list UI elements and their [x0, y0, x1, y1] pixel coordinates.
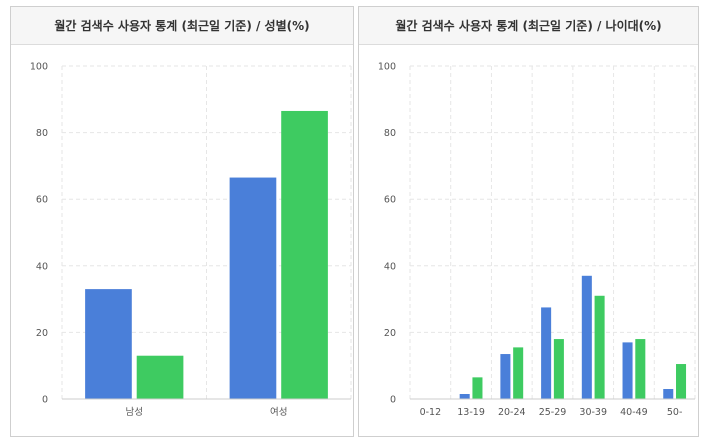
- age-y-tick-label: 60: [384, 195, 396, 206]
- gender-chart-panel: 월간 검색수 사용자 통계 (최근일 기준) / 성별(%) 0 20 40 60 80…: [10, 6, 354, 437]
- gender-x-tick-label: 여성: [270, 406, 287, 418]
- gender-chart-title: 월간 검색수 사용자 통계 (최근일 기준) / 성별(%): [11, 7, 353, 45]
- age-bar-13-19-s1[interactable]: [459, 394, 470, 399]
- age-x-tick-label: 0-12: [420, 407, 442, 418]
- gender-x-tick-label: 남성: [126, 407, 143, 418]
- age-bar-40-49-s1[interactable]: [622, 342, 633, 399]
- gender-y-tick-label: 0: [42, 395, 48, 406]
- age-y-tick-label: 100: [378, 62, 396, 73]
- age-x-tick-label: 20-24: [498, 407, 526, 418]
- gender-bar-여성-s1[interactable]: [229, 177, 277, 399]
- age-x-tick-label: 25-29: [539, 407, 567, 418]
- age-y-tick-label: 40: [384, 261, 396, 272]
- age-bar-25-29-s1[interactable]: [541, 307, 552, 399]
- gender-bar-chart: 0 20 40 60 80 100 남성 여성: [30, 62, 352, 418]
- age-y-tick-label: 20: [384, 328, 396, 339]
- age-bar-chart: 0 20 40 60 80 100 0-12 13-19 20-24 25-29 30-39 40-4…: [378, 62, 696, 418]
- gender-y-tick-label: 20: [36, 328, 48, 339]
- age-bar-50--s2[interactable]: [676, 364, 687, 399]
- age-bar-25-29-s2[interactable]: [553, 339, 564, 399]
- age-x-tick-label: 50-: [667, 407, 683, 418]
- age-x-tick-label: 30-39: [579, 407, 607, 418]
- age-bar-20-24-s2[interactable]: [513, 347, 524, 399]
- gender-y-tick-label: 60: [36, 195, 48, 206]
- age-chart-title: 월간 검색수 사용자 통계 (최근일 기준) / 나이대(%): [359, 7, 698, 45]
- age-bar-40-49-s2[interactable]: [635, 339, 646, 399]
- gender-bar-남성-s2[interactable]: [136, 355, 184, 399]
- gender-bar-남성-s1[interactable]: [85, 289, 132, 399]
- age-bar-50--s1[interactable]: [663, 389, 674, 399]
- gender-y-tick-label: 80: [36, 128, 48, 139]
- gender-y-tick-label: 40: [36, 261, 48, 272]
- age-bar-20-24-s1[interactable]: [500, 354, 511, 399]
- age-y-tick-label: 0: [390, 395, 396, 406]
- age-chart-panel: 월간 검색수 사용자 통계 (최근일 기준) / 나이대(%) 0 20 40 60 8…: [358, 6, 699, 437]
- age-x-tick-label: 13-19: [457, 407, 485, 418]
- age-bar-13-19-s2[interactable]: [472, 377, 483, 399]
- gender-y-tick-label: 100: [30, 62, 48, 73]
- gender-bar-여성-s2[interactable]: [281, 110, 328, 399]
- age-bar-30-39-s1[interactable]: [581, 275, 592, 399]
- age-bar-30-39-s2[interactable]: [594, 295, 605, 399]
- age-x-tick-label: 40-49: [620, 407, 648, 418]
- age-y-tick-label: 80: [384, 128, 396, 139]
